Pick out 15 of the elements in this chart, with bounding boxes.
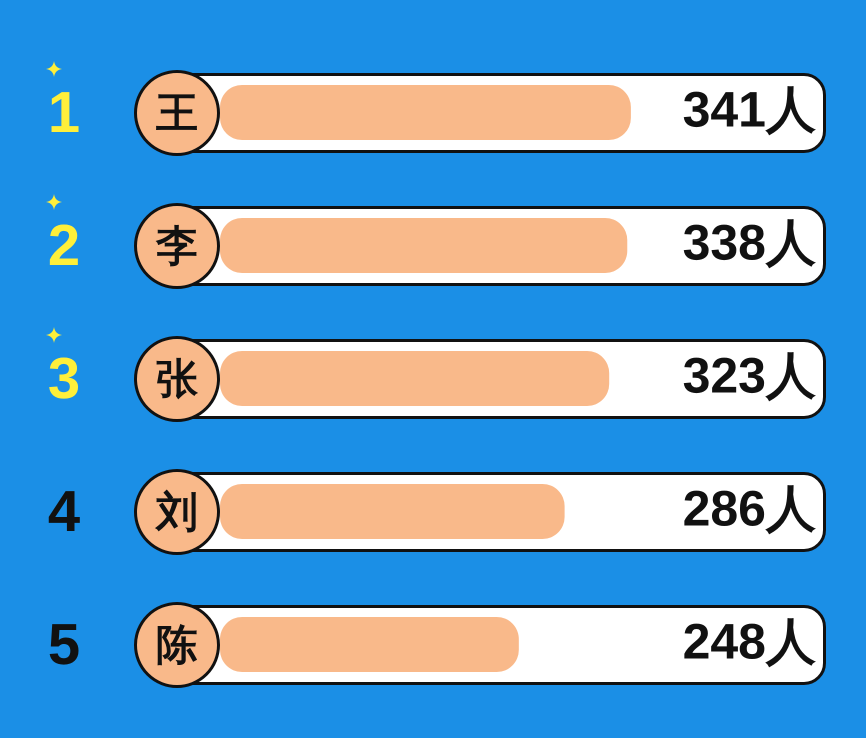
y-tick-label: 李 <box>134 202 220 288</box>
data-label: 341人 <box>682 81 816 138</box>
text: 4 <box>46 478 82 544</box>
text: 5 <box>46 610 82 678</box>
data-label: 338人 <box>682 214 816 270</box>
y-tick-label: 陈 <box>134 602 220 688</box>
y-tick-label: 张 <box>134 336 220 422</box>
text: 2 <box>46 212 82 278</box>
data-label: 248人 <box>682 613 816 670</box>
text: 3 <box>46 344 82 412</box>
data-label: 323人 <box>682 347 816 404</box>
text: 1 <box>46 78 82 146</box>
y-tick-label: 王 <box>134 70 220 156</box>
y-tick-label: 刘 <box>134 468 220 554</box>
data-label: 286人 <box>682 480 816 536</box>
